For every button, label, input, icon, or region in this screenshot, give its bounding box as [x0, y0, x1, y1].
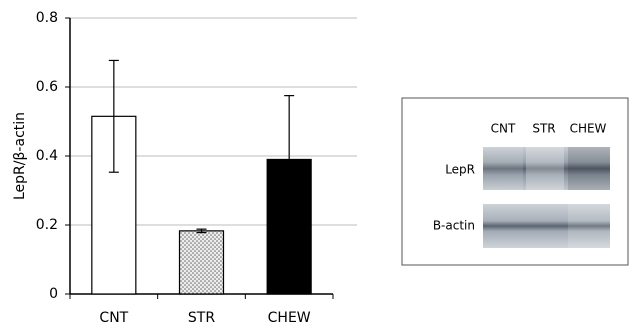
lane-label: CHEW: [570, 122, 607, 136]
plot-area: 0 0.2 0.4 0.6 0.8 CNT STR CHEW: [36, 10, 357, 326]
row-label: B-actin: [433, 219, 475, 233]
blot-panel: CNT STR CHEW LepR B-actin: [402, 98, 628, 265]
blot-shade: [568, 147, 610, 190]
y-tick-label: 0.4: [36, 148, 58, 164]
x-tick-label: CNT: [99, 310, 128, 326]
blot-shade: [526, 147, 564, 190]
row-label: LepR: [445, 163, 475, 177]
y-axis-label: LepR/β-actin: [12, 112, 28, 200]
lane-label: STR: [532, 122, 555, 136]
blot-shade: [568, 204, 610, 248]
y-tick-label: 0: [49, 286, 58, 302]
bar: [180, 231, 224, 294]
x-tick-label: STR: [188, 310, 215, 326]
x-tick-label: CHEW: [268, 310, 311, 326]
blot-shade: [483, 147, 523, 190]
y-tick-label: 0.8: [36, 10, 58, 26]
y-tick-label: 0.2: [36, 217, 58, 233]
y-tick-label: 0.6: [36, 79, 58, 95]
lane-label: CNT: [491, 122, 516, 136]
chart: LepR/β-actin 0 0.2 0.4 0.6 0.8 CNT STR CHEW CNT…: [0, 0, 632, 328]
